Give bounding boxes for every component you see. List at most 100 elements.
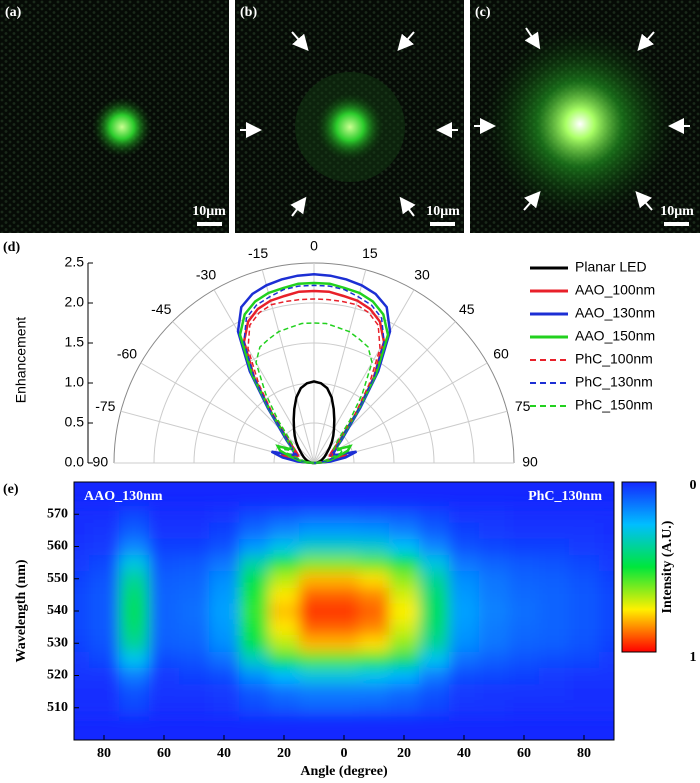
- heatmap-cell: [359, 619, 390, 636]
- heatmap-cell: [509, 667, 540, 685]
- heatmap-cell: [89, 699, 120, 717]
- y-axis-label: Enhancement: [13, 317, 29, 404]
- heatmap-cell: [299, 522, 330, 539]
- heatmap-cell: [89, 683, 120, 701]
- heatmap-cell: [449, 554, 480, 572]
- heatmap-cell: [119, 506, 150, 523]
- arrow: [290, 196, 307, 217]
- heatmap-cell: [269, 506, 300, 523]
- heatmap-cell: [179, 683, 210, 701]
- heatmap-cell: [359, 667, 390, 685]
- heatmap-cell: [74, 522, 90, 539]
- arrow: [397, 31, 415, 52]
- heatmap-cell: [119, 635, 150, 652]
- heatmap-cell: [479, 538, 510, 556]
- heatmap-cell: [89, 602, 120, 620]
- heatmap-cell: [449, 699, 480, 717]
- panel-label: (e): [3, 482, 19, 497]
- heatmap-cell: [419, 635, 450, 652]
- heatmap-cell: [74, 506, 90, 523]
- heatmap-cell: [209, 506, 240, 523]
- heatmap-cell: [74, 619, 90, 636]
- heatmap-cell: [479, 699, 510, 717]
- heatmap-cell: [329, 619, 360, 636]
- heatmap-cell: [419, 506, 450, 523]
- heatmap-cell: [299, 554, 330, 572]
- heatmap-cell: [449, 619, 480, 636]
- heatmap-cell: [239, 651, 270, 668]
- heatmap-cell: [149, 683, 180, 701]
- arrow: [399, 196, 416, 217]
- heatmap-cell: [74, 635, 90, 652]
- heatmap-cell: [599, 602, 614, 620]
- heatmap-cell: [359, 683, 390, 701]
- heatmap-cell: [359, 635, 390, 652]
- heatmap-cell: [119, 667, 150, 685]
- grid-spoke: [140, 362, 315, 464]
- x-tick-label: 80: [577, 746, 591, 761]
- scale-bar: [197, 222, 222, 226]
- grid-spoke: [261, 269, 315, 464]
- heatmap-cell: [539, 635, 570, 652]
- heatmap-cell: [389, 651, 420, 668]
- heatmap-cell: [419, 667, 450, 685]
- heatmap-cell: [449, 683, 480, 701]
- heatmap-cell: [599, 538, 614, 556]
- heatmap-cell: [269, 570, 300, 588]
- heatmap-cell: [119, 522, 150, 539]
- heatmap-cell: [389, 554, 420, 572]
- heatmap-cell: [209, 651, 240, 668]
- heatmap-cell: [239, 586, 270, 604]
- heatmap-cell: [239, 506, 270, 523]
- theta-tick-label: 90: [522, 454, 538, 470]
- heatmap-cell: [299, 667, 330, 685]
- heatmap-cell: [539, 683, 570, 701]
- scale-bar: [430, 222, 455, 226]
- theta-tick-label: -45: [151, 301, 171, 317]
- heatmap-cell: [149, 554, 180, 572]
- x-axis-label: Angle (degree): [300, 764, 388, 779]
- heatmap-cell: [239, 554, 270, 572]
- heatmap-cell: [449, 586, 480, 604]
- heatmap-cell: [329, 522, 360, 539]
- heatmap-cell: [299, 635, 330, 652]
- heatmap-cell: [509, 602, 540, 620]
- heatmap-cell: [179, 619, 210, 636]
- series-line: [247, 298, 381, 464]
- heatmap-cell: [149, 538, 180, 556]
- heatmap-cell: [269, 538, 300, 556]
- heatmap-cell: [479, 570, 510, 588]
- colorbar-tick-label: 0: [690, 478, 697, 493]
- heatmap-cell: [89, 570, 120, 588]
- heatmap-cell: [239, 667, 270, 685]
- heatmap-cell: [239, 570, 270, 588]
- heatmap-cell: [149, 635, 180, 652]
- heatmap-cell: [449, 506, 480, 523]
- heatmap-cell: [389, 635, 420, 652]
- series-line: [238, 281, 390, 465]
- heatmap-cell: [209, 619, 240, 636]
- heatmap-cell: [74, 586, 90, 604]
- heatmap-cell: [449, 651, 480, 668]
- heatmap-cell: [329, 586, 360, 604]
- heatmap-cell: [74, 602, 90, 620]
- heatmap-cell: [539, 538, 570, 556]
- heatmap-cell: [179, 570, 210, 588]
- x-tick-label: 60: [517, 746, 531, 761]
- heatmap-cell: [509, 635, 540, 652]
- heatmap-cell: [479, 619, 510, 636]
- heatmap-cell: [299, 651, 330, 668]
- heatmap-cell: [119, 586, 150, 604]
- scale-label: 10μm: [192, 204, 226, 219]
- heatmap-cell: [119, 619, 150, 636]
- heatmap-cell: [239, 635, 270, 652]
- heatmap-cell: [389, 683, 420, 701]
- legend-label: Planar LED: [575, 259, 647, 275]
- heatmap-cell: [389, 667, 420, 685]
- series-line: [255, 322, 373, 464]
- heatmap-cell: [329, 699, 360, 717]
- heatmap-cell: [209, 570, 240, 588]
- heatmap-cell: [209, 683, 240, 701]
- heatmap-cell: [389, 522, 420, 539]
